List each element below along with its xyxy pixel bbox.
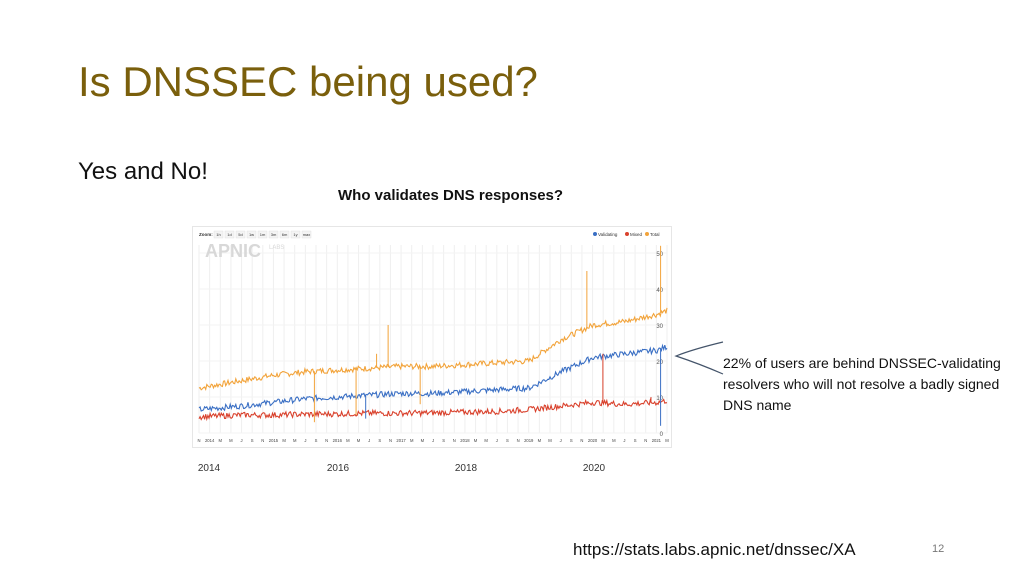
zoom-button-label: 1m bbox=[260, 232, 266, 237]
page-number: 12 bbox=[932, 543, 945, 555]
legend-dot bbox=[593, 232, 597, 236]
legend-label: Total bbox=[650, 232, 660, 237]
slide-title: Is DNSSEC being used? bbox=[78, 58, 538, 105]
legend-dot bbox=[645, 232, 649, 236]
y-tick-label: 50 bbox=[656, 252, 663, 258]
zoom-button-label: 1h bbox=[216, 232, 220, 237]
x-tick-label: N bbox=[644, 438, 647, 443]
x-tick-label: 2015 bbox=[269, 438, 279, 443]
y-tick-label: 30 bbox=[656, 324, 663, 330]
y-tick-label: 10 bbox=[656, 396, 663, 402]
x-tick-label: M bbox=[421, 438, 425, 443]
legend-label: Validating bbox=[598, 232, 618, 237]
zoom-button bbox=[279, 230, 290, 239]
zoom-button bbox=[246, 230, 257, 239]
year-label-2020: 2020 bbox=[582, 463, 606, 474]
y-tick-label: 0 bbox=[660, 432, 664, 438]
x-tick-label: M bbox=[357, 438, 361, 443]
zoom-button bbox=[301, 230, 312, 239]
zoom-button bbox=[224, 230, 235, 239]
year-labels: 2014 2016 2018 2020 bbox=[0, 463, 1024, 479]
series-line-validating bbox=[198, 343, 668, 413]
x-tick-label: M bbox=[282, 438, 286, 443]
x-tick-label: J bbox=[560, 438, 562, 443]
x-tick-label: M bbox=[665, 438, 669, 443]
apnic-logo: APNIC bbox=[205, 241, 261, 261]
x-tick-label: M bbox=[548, 438, 552, 443]
x-tick-label: S bbox=[315, 438, 318, 443]
x-tick-label: M bbox=[229, 438, 233, 443]
zoom-button bbox=[257, 230, 268, 239]
apnic-logo-sub: LABS bbox=[269, 245, 284, 251]
x-tick-label: S bbox=[442, 438, 445, 443]
x-tick-label: M bbox=[484, 438, 488, 443]
x-tick-label: M bbox=[293, 438, 297, 443]
x-tick-label: 2018 bbox=[460, 438, 470, 443]
x-tick-label: N bbox=[517, 438, 520, 443]
year-label-2014: 2014 bbox=[197, 463, 221, 474]
x-tick-label: M bbox=[601, 438, 605, 443]
x-tick-label: M bbox=[410, 438, 414, 443]
annotation-text: 22% of users are behind DNSSEC-validatin… bbox=[723, 355, 1001, 413]
x-tick-label: J bbox=[240, 438, 242, 443]
y-tick-label: 40 bbox=[656, 288, 663, 294]
zoom-button-label: 1w bbox=[249, 232, 254, 237]
zoom-button bbox=[213, 230, 224, 239]
x-tick-label: N bbox=[389, 438, 392, 443]
x-tick-label: S bbox=[570, 438, 573, 443]
chart-title: Who validates DNS responses? bbox=[338, 187, 564, 204]
x-tick-label: N bbox=[261, 438, 264, 443]
x-tick-label: J bbox=[623, 438, 625, 443]
x-tick-label: 2017 bbox=[396, 438, 406, 443]
annotation-pointer bbox=[674, 341, 724, 375]
x-tick-label: J bbox=[368, 438, 370, 443]
zoom-button-label: 3m bbox=[271, 232, 277, 237]
zoom-button-label: 6m bbox=[282, 232, 288, 237]
series-line-total bbox=[198, 307, 668, 391]
x-tick-label: 2021 bbox=[652, 438, 662, 443]
x-tick-label: N bbox=[325, 438, 328, 443]
zoom-label: Zoom: bbox=[199, 232, 213, 237]
x-tick-label: 2014 bbox=[205, 438, 215, 443]
x-tick-label: N bbox=[580, 438, 583, 443]
x-tick-label: 2020 bbox=[588, 438, 598, 443]
year-label-2016: 2016 bbox=[326, 463, 350, 474]
legend-dot bbox=[625, 232, 629, 236]
zoom-button bbox=[268, 230, 279, 239]
y-tick-label: 20 bbox=[656, 360, 663, 366]
zoom-button-label: 1d bbox=[227, 232, 231, 237]
x-tick-label: N bbox=[197, 438, 200, 443]
x-tick-label: 2016 bbox=[333, 438, 343, 443]
x-tick-label: S bbox=[251, 438, 254, 443]
x-tick-label: J bbox=[432, 438, 434, 443]
zoom-button bbox=[235, 230, 246, 239]
year-label-2018: 2018 bbox=[454, 463, 478, 474]
x-tick-label: M bbox=[474, 438, 478, 443]
x-tick-label: J bbox=[304, 438, 306, 443]
legend-label: Mixed bbox=[630, 232, 643, 237]
x-tick-label: N bbox=[453, 438, 456, 443]
x-tick-label: S bbox=[378, 438, 381, 443]
x-tick-label: S bbox=[506, 438, 509, 443]
chart-frame: 0 10 20 30 40 50 APNIC LABS Zoom: 1h 1d 5d 1w 1m 3m 6m 1… bbox=[192, 226, 672, 448]
chart-svg: 0 10 20 30 40 50 APNIC LABS Zoom: 1h 1d 5d 1w 1m 3m 6m 1… bbox=[197, 230, 669, 443]
source-url: https://stats.labs.apnic.net/dnssec/XA bbox=[573, 540, 856, 559]
x-tick-label: 2019 bbox=[524, 438, 534, 443]
slide-subtitle: Yes and No! bbox=[78, 158, 208, 185]
zoom-button-label: 5d bbox=[238, 232, 242, 237]
x-tick-label: M bbox=[538, 438, 542, 443]
x-tick-label: S bbox=[634, 438, 637, 443]
x-tick-label: M bbox=[612, 438, 616, 443]
zoom-button-label: 1y bbox=[293, 232, 297, 237]
series-line-mixed bbox=[198, 398, 668, 422]
x-tick-label: M bbox=[346, 438, 350, 443]
x-tick-label: J bbox=[496, 438, 498, 443]
x-tick-label: M bbox=[219, 438, 223, 443]
zoom-button bbox=[290, 230, 301, 239]
zoom-button-label: max bbox=[303, 232, 311, 237]
